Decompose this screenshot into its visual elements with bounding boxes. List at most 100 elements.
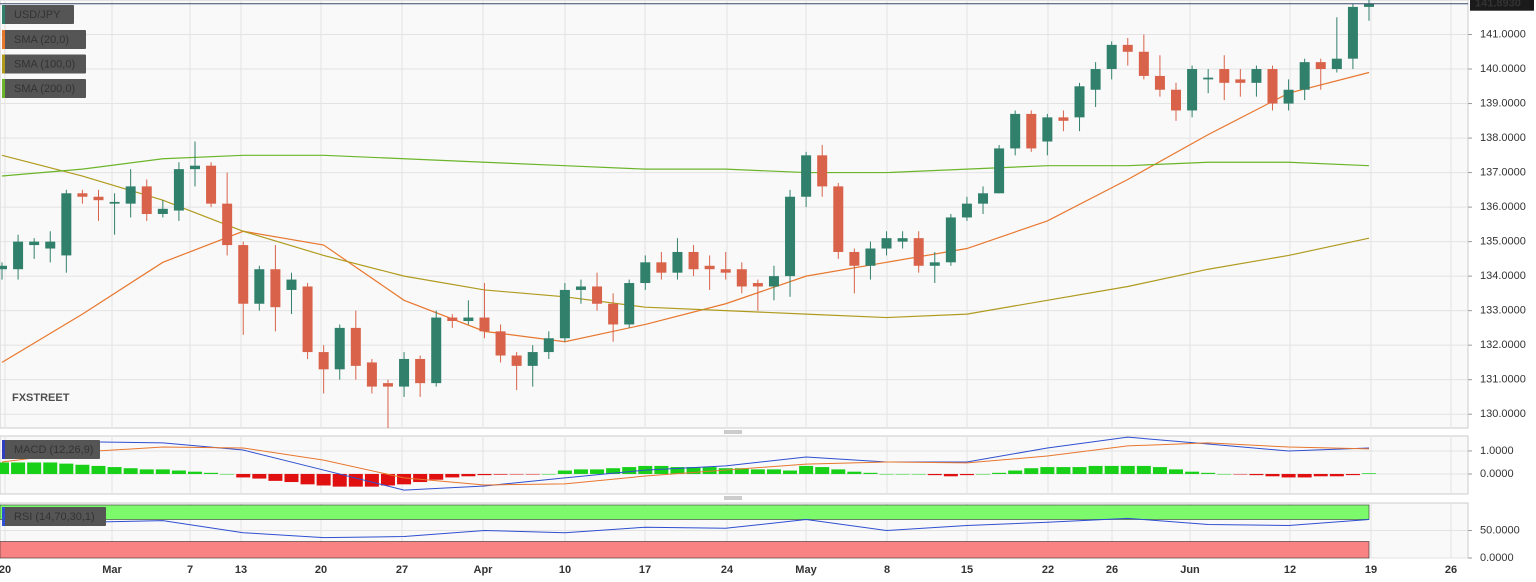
- macd-histogram-bar: [606, 468, 621, 474]
- macd-histogram-bar: [0, 462, 9, 474]
- legend-label: SMA (100,0): [14, 58, 75, 70]
- candle-body: [929, 262, 940, 266]
- candle-body: [1106, 44, 1117, 70]
- macd-histogram-bar: [284, 473, 299, 483]
- legend-swatch: [2, 5, 5, 24]
- legend-box: [2, 30, 86, 49]
- y-tick-label: 140.0000: [1480, 63, 1526, 75]
- y-tick-label: 131.0000: [1480, 374, 1526, 386]
- candle-body: [1090, 69, 1101, 90]
- macd-histogram-bar: [927, 473, 942, 476]
- x-tick-label: 15: [961, 564, 973, 576]
- macd-histogram-bar: [1120, 465, 1135, 474]
- y-tick-label: 0.0000: [1480, 468, 1514, 480]
- candle-body: [479, 317, 490, 332]
- macd-histogram-bar: [1088, 465, 1103, 474]
- candle-body: [206, 165, 217, 204]
- x-tick-label: Mar: [102, 564, 122, 576]
- y-tick-label: 130.0000: [1480, 408, 1526, 420]
- macd-histogram-bar: [541, 473, 556, 475]
- candle-body: [1299, 62, 1310, 90]
- legend-box: [2, 507, 106, 526]
- macd-histogram-bar: [236, 473, 251, 478]
- candle-body: [849, 251, 860, 266]
- x-tick-label: Jun: [1180, 564, 1200, 576]
- candle-body: [173, 169, 184, 211]
- candle-body: [1235, 79, 1246, 83]
- candle-body: [77, 193, 88, 197]
- candle-body: [415, 358, 426, 384]
- candle-body: [543, 338, 554, 353]
- macd-histogram-bar: [493, 473, 508, 475]
- macd-histogram-bar: [1152, 467, 1167, 474]
- candle-body: [865, 248, 876, 266]
- y-tick-label: 1.0000: [1480, 445, 1514, 457]
- y-tick-label: 132.0000: [1480, 339, 1526, 351]
- macd-histogram-bar: [139, 469, 154, 474]
- y-tick-label: 138.0000: [1480, 132, 1526, 144]
- macd-histogram-bar: [429, 473, 444, 480]
- x-tick-label: 7: [187, 564, 193, 576]
- legend-swatch: [2, 440, 5, 459]
- x-tick-label: 8: [884, 564, 890, 576]
- candle-body: [1026, 113, 1037, 149]
- candle-body: [1347, 6, 1358, 59]
- legend-label: RSI (14,70,30,1): [14, 511, 95, 523]
- macd-histogram-bar: [1233, 473, 1248, 475]
- macd-histogram-bar: [220, 473, 235, 475]
- macd-histogram-bar: [525, 473, 540, 475]
- macd-histogram-bar: [783, 470, 798, 474]
- candle-body: [318, 352, 329, 370]
- candle-body: [29, 241, 40, 246]
- macd-histogram-bar: [573, 469, 588, 474]
- candle-body: [672, 251, 683, 273]
- macd-histogram-bar: [1345, 473, 1360, 476]
- candle-body: [189, 165, 200, 170]
- macd-histogram-bar: [590, 469, 605, 474]
- macd-histogram-bar: [1169, 469, 1184, 474]
- candle-body: [125, 186, 136, 204]
- macd-histogram-bar: [380, 473, 395, 486]
- macd-histogram-bar: [863, 472, 878, 474]
- y-tick-label: 137.0000: [1480, 166, 1526, 178]
- macd-histogram-bar: [171, 470, 186, 474]
- candle-body: [881, 238, 892, 249]
- candle-body: [913, 238, 924, 266]
- macd-histogram-bar: [1265, 473, 1280, 477]
- y-tick-label: 141.0000: [1480, 28, 1526, 40]
- macd-histogram-bar: [59, 463, 74, 474]
- candle-body: [1364, 3, 1374, 7]
- x-tick-label: 20: [315, 564, 327, 576]
- macd-histogram-bar: [155, 469, 170, 474]
- macd-histogram-bar: [670, 467, 685, 474]
- macd-histogram-bar: [91, 465, 106, 474]
- macd-histogram-bar: [1056, 467, 1071, 474]
- candle-body: [640, 262, 651, 284]
- candle-body: [238, 245, 249, 304]
- candle-body: [785, 196, 796, 277]
- candle-body: [768, 276, 779, 287]
- candle-body: [447, 317, 458, 321]
- price-pane: [0, 0, 1469, 429]
- macd-histogram-bar: [397, 473, 412, 485]
- y-tick-label: 135.0000: [1480, 236, 1526, 248]
- macd-histogram-bar: [332, 473, 347, 487]
- candle-body: [93, 196, 104, 201]
- legend-label: SMA (200,0): [14, 83, 75, 95]
- macd-histogram-bar: [27, 462, 42, 474]
- macd-histogram-bar: [815, 467, 830, 474]
- macd-histogram-bar: [1329, 473, 1344, 477]
- candle-body: [897, 238, 908, 242]
- last-price-tag: [1470, 0, 1534, 11]
- candle-body: [222, 203, 233, 246]
- macd-histogram-bar: [976, 473, 991, 475]
- x-tick-label: 22: [1042, 564, 1054, 576]
- macd-histogram-bar: [1362, 473, 1376, 474]
- macd-histogram-bar: [879, 473, 894, 475]
- candle-body: [302, 286, 313, 353]
- overbought-band: [0, 504, 1370, 520]
- candle-body: [1042, 117, 1053, 142]
- candle-body: [382, 383, 393, 387]
- macd-histogram-bar: [364, 473, 379, 487]
- candle-body: [254, 269, 265, 304]
